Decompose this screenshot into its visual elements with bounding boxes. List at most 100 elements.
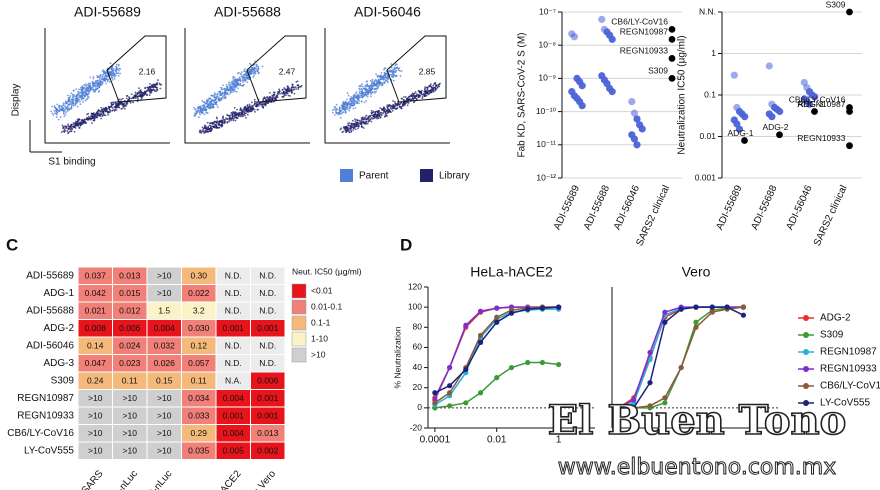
cell-value: 0.023 <box>119 358 141 368</box>
event-dot <box>430 86 433 89</box>
event-dot <box>396 102 399 105</box>
event-dot <box>104 110 107 113</box>
event-dot <box>71 93 74 96</box>
event-dot <box>99 110 102 113</box>
event-dot <box>203 125 206 127</box>
event-dot <box>204 126 207 129</box>
y-tick-label: 40 <box>413 362 423 372</box>
legend-marker <box>803 383 809 389</box>
legend-label: <0.01 <box>311 285 333 295</box>
event-dot <box>139 89 142 92</box>
event-dot <box>264 98 267 101</box>
event-dot <box>344 105 347 108</box>
cell-value: 0.008 <box>85 323 107 333</box>
event-dot <box>80 86 83 89</box>
point <box>608 35 616 43</box>
point <box>811 93 819 101</box>
event-dot <box>278 90 281 92</box>
event-dot <box>390 73 392 76</box>
event-dot <box>55 116 58 119</box>
event-dot <box>381 84 384 86</box>
event-dot <box>345 98 348 101</box>
event-dot <box>132 101 134 104</box>
event-dot <box>369 118 372 121</box>
event-dot <box>115 63 118 66</box>
event-dot <box>333 114 336 116</box>
point <box>740 304 746 310</box>
event-dot <box>354 118 356 121</box>
event-dot <box>228 83 231 86</box>
event-dot <box>386 107 389 110</box>
event-dot <box>210 101 213 104</box>
event-dot <box>112 68 115 70</box>
point <box>724 304 730 310</box>
event-dot <box>232 77 234 80</box>
event-dot <box>387 76 390 79</box>
event-dot <box>272 94 275 97</box>
event-dot <box>137 98 139 101</box>
event-dot <box>216 120 219 122</box>
event-dot <box>210 129 213 131</box>
event-dot <box>362 118 365 121</box>
y-tick-label: 0.1 <box>704 89 716 99</box>
event-dot <box>253 68 256 70</box>
event-dot <box>361 83 363 86</box>
point-label: S309 <box>648 66 668 76</box>
event-dot <box>72 123 75 126</box>
event-dot <box>346 106 349 109</box>
event-dot <box>256 70 258 72</box>
event-dot <box>250 105 253 107</box>
event-dot <box>237 87 239 90</box>
event-dot <box>117 74 120 77</box>
event-dot <box>293 92 296 95</box>
event-dot <box>348 122 351 125</box>
point <box>741 113 749 121</box>
event-dot <box>390 63 393 65</box>
event-dot <box>253 100 256 103</box>
event-dot <box>333 108 336 111</box>
event-dot <box>343 127 346 130</box>
event-dot <box>241 79 244 82</box>
y-tick-label: 10⁻⁹ <box>538 73 556 83</box>
point-label: S309 <box>826 0 846 9</box>
cell-value: 0.026 <box>154 358 176 368</box>
event-dot <box>420 91 422 93</box>
point <box>570 33 579 41</box>
event-dot <box>255 64 258 67</box>
event-dot <box>342 126 345 128</box>
event-dot <box>65 111 68 114</box>
cell-value: 0.021 <box>85 306 107 316</box>
event-dot <box>350 129 353 132</box>
event-dot <box>253 66 256 69</box>
event-dot <box>68 98 70 101</box>
event-dot <box>365 118 368 121</box>
event-dot <box>118 69 120 72</box>
point <box>630 109 639 117</box>
event-dot <box>359 122 362 125</box>
event-dot <box>286 85 289 88</box>
event-dot <box>370 88 373 91</box>
event-dot <box>394 64 397 67</box>
event-dot <box>394 105 397 107</box>
event-dot <box>208 97 210 100</box>
event-dot <box>371 86 374 89</box>
event-dot <box>71 128 74 130</box>
cell-value: 0.057 <box>188 358 210 368</box>
event-dot <box>98 84 101 87</box>
event-dot <box>92 76 95 78</box>
y-tick-label: 80 <box>413 322 423 332</box>
event-dot <box>104 75 107 78</box>
cell-value: 0.001 <box>223 411 245 421</box>
cell-value: 0.002 <box>257 446 279 456</box>
event-dot <box>144 86 146 89</box>
event-dot <box>82 97 85 100</box>
event-dot <box>378 84 380 87</box>
event-dot <box>424 95 427 97</box>
event-dot <box>391 109 394 112</box>
event-dot <box>341 104 343 107</box>
event-dot <box>373 91 376 93</box>
event-dot <box>386 80 389 83</box>
event-dot <box>370 120 373 123</box>
event-dot <box>70 92 73 95</box>
event-dot <box>50 110 52 113</box>
